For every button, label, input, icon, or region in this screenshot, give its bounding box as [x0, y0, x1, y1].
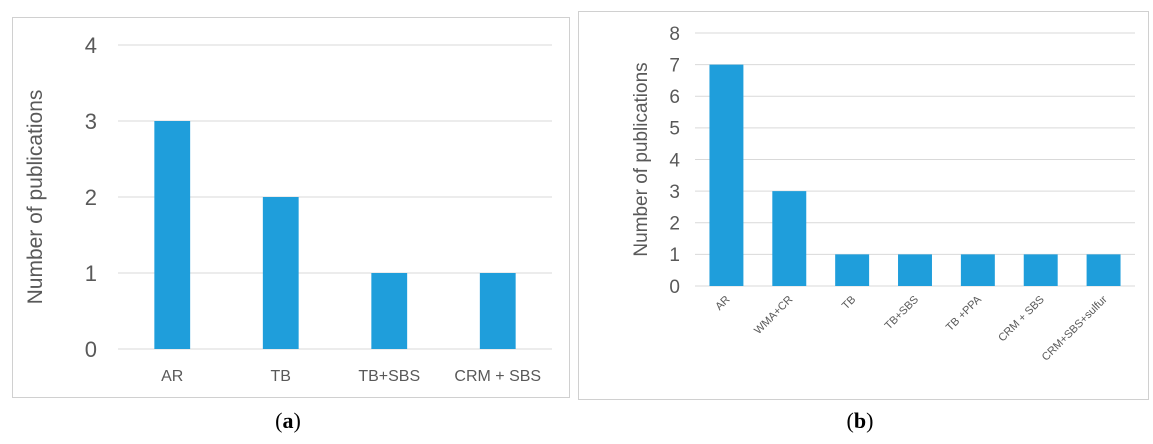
chart-a-y-tick-label: 3	[85, 109, 97, 134]
chart-a-x-tick-label: TB	[271, 368, 291, 385]
caption-a-label: a	[282, 408, 294, 433]
chart-panel-b: 0 1 2 3 4 5 6 7 8 Number of publications AR WMA+CR T…	[575, 0, 1153, 439]
bar-chart-a: 0 1 2 3 4 Number of publications AR TB TB+SBS CRM…	[12, 17, 570, 398]
chart-b-y-tick-label: 7	[669, 55, 680, 76]
chart-b-y-tick-label: 5	[669, 119, 680, 140]
chart-b-y-tick-label: 8	[669, 24, 680, 45]
chart-b-bar-3	[898, 254, 932, 286]
chart-b-bar-2	[835, 254, 870, 286]
chart-b-y-tick-label: 2	[669, 214, 680, 235]
chart-a-y-tick-label: 4	[85, 33, 97, 58]
chart-b-y-tick-label: 1	[669, 245, 680, 266]
chart-b-bar-5	[1023, 254, 1058, 286]
chart-b-y-tick-label: 3	[669, 182, 680, 203]
chart-b-bar-0	[709, 64, 744, 286]
chart-b-frame	[578, 11, 1149, 400]
chart-b-y-tick-label: 6	[669, 87, 680, 108]
chart-a-y-tick-label: 1	[85, 261, 97, 286]
chart-a-y-tick-label: 0	[85, 337, 97, 362]
chart-b-bar-1	[772, 191, 807, 286]
chart-b-y-tick-label: 4	[669, 150, 680, 171]
caption-a: (a)	[275, 408, 301, 433]
chart-a-y-axis-label: Number of publications	[24, 90, 47, 305]
chart-panel-a: 0 1 2 3 4 Number of publications AR TB TB+SBS CRM…	[0, 0, 575, 439]
chart-a-y-tick-label: 2	[85, 185, 97, 210]
chart-a-bar-3	[479, 273, 516, 349]
chart-a-bar-2	[371, 273, 408, 349]
caption-b: (b)	[846, 408, 874, 433]
chart-a-x-tick-label: AR	[161, 368, 183, 385]
chart-b-y-axis-label: Number of publications	[631, 62, 652, 256]
chart-a-x-tick-label: TB+SBS	[358, 368, 420, 385]
chart-a-bar-0	[154, 121, 191, 349]
chart-a-bar-1	[262, 197, 299, 349]
caption-b-label: b	[853, 408, 867, 433]
chart-b-y-tick-label: 0	[669, 277, 680, 298]
chart-b-bar-6	[1086, 254, 1121, 286]
chart-a-x-tick-label: CRM + SBS	[454, 368, 541, 385]
chart-b-bar-4	[960, 254, 995, 286]
